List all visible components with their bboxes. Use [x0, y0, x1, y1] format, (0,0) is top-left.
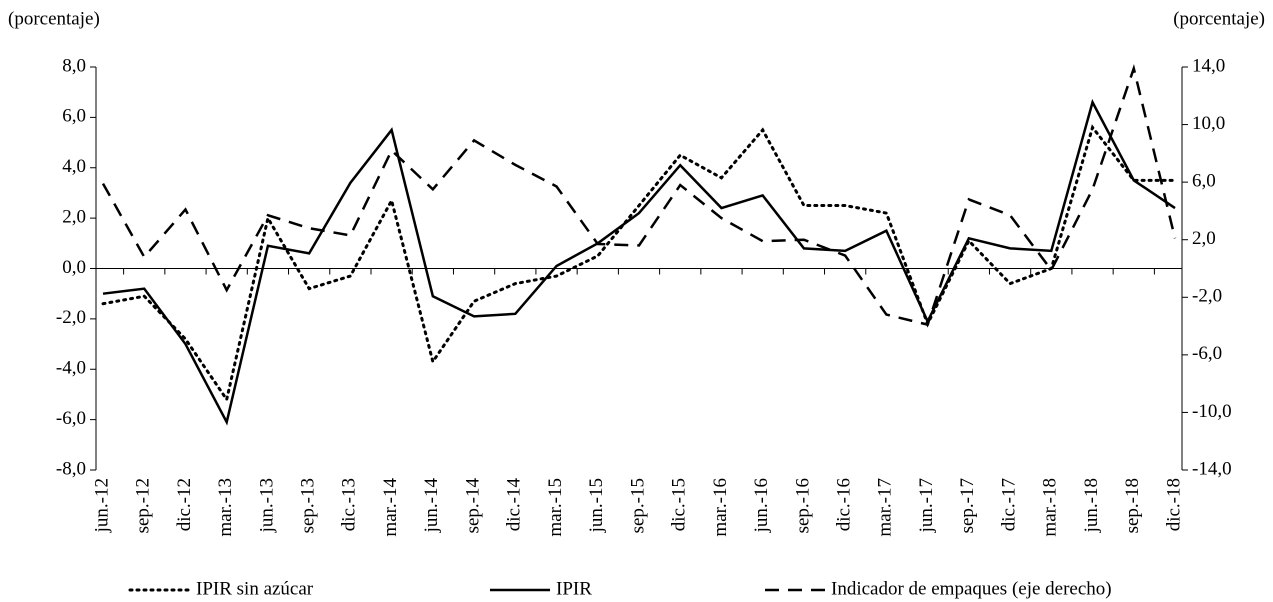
- y-tick-label: 4,0: [62, 156, 86, 177]
- x-tick-label: jun.-18: [1081, 478, 1102, 533]
- x-tick-label: mar.-13: [215, 478, 236, 537]
- y2-tick-label: 10,0: [1192, 113, 1225, 134]
- x-tick-label: jun.-14: [421, 478, 442, 534]
- x-tick-label: dic.-17: [998, 478, 1019, 531]
- y-axis-title: (porcentaje): [8, 8, 100, 29]
- x-tick-label: sep.-12: [133, 478, 154, 533]
- x-tick-label: dic.-15: [669, 478, 690, 531]
- y2-tick-label: 14,0: [1192, 55, 1225, 76]
- x-tick-label: sep.-13: [298, 478, 319, 533]
- x-tick-label: jun.-15: [586, 478, 607, 533]
- legend-label: IPIR: [556, 578, 592, 599]
- y2-tick-label: 6,0: [1192, 171, 1216, 192]
- x-tick-label: sep.-17: [957, 478, 978, 533]
- y-tick-label: -6,0: [56, 408, 86, 429]
- y-tick-label: 0,0: [62, 257, 86, 278]
- x-tick-label: dic.-16: [834, 478, 855, 531]
- x-tick-label: jun.-13: [256, 478, 277, 533]
- series-line: [101, 124, 1177, 404]
- y2-tick-label: -2,0: [1192, 286, 1222, 307]
- y-tick-label: 8,0: [62, 55, 86, 76]
- x-tick-label: sep.-14: [462, 478, 483, 534]
- x-tick-label: mar.-14: [380, 478, 401, 537]
- x-tick-label: jun.-12: [91, 478, 112, 533]
- y-tick-label: 6,0: [62, 106, 86, 127]
- x-tick-label: dic.-13: [339, 478, 360, 531]
- x-tick-label: sep.-15: [627, 478, 648, 533]
- x-tick-label: mar.-15: [545, 478, 566, 537]
- y-tick-label: 2,0: [62, 206, 86, 227]
- x-tick-label: jun.-16: [751, 478, 772, 533]
- x-tick-label: mar.-18: [1040, 478, 1061, 537]
- x-tick-label: mar.-16: [710, 478, 731, 537]
- y2-tick-label: -6,0: [1192, 343, 1222, 364]
- x-tick-label: sep.-18: [1122, 478, 1143, 533]
- legend-label: Indicador de empaques (eje derecho): [831, 578, 1112, 599]
- y2-tick-label: -10,0: [1192, 401, 1232, 422]
- y-tick-label: -4,0: [56, 358, 86, 379]
- x-tick-label: dic.-18: [1163, 478, 1184, 531]
- y2-tick-label: -14,0: [1192, 458, 1232, 479]
- series-line: [102, 98, 1176, 426]
- series-line: [101, 63, 1177, 327]
- x-tick-label: dic.-14: [504, 478, 525, 532]
- legend-label: IPIR sin azúcar: [196, 578, 314, 599]
- x-tick-label: jun.-17: [916, 478, 937, 533]
- y-tick-label: -2,0: [56, 307, 86, 328]
- y2-tick-label: 2,0: [1192, 228, 1216, 249]
- y-tick-label: -8,0: [56, 458, 86, 479]
- x-tick-label: mar.-17: [875, 478, 896, 537]
- y2-axis-title: (porcentaje): [1173, 8, 1265, 29]
- x-tick-label: sep.-16: [792, 478, 813, 533]
- x-tick-label: dic.-12: [174, 478, 195, 531]
